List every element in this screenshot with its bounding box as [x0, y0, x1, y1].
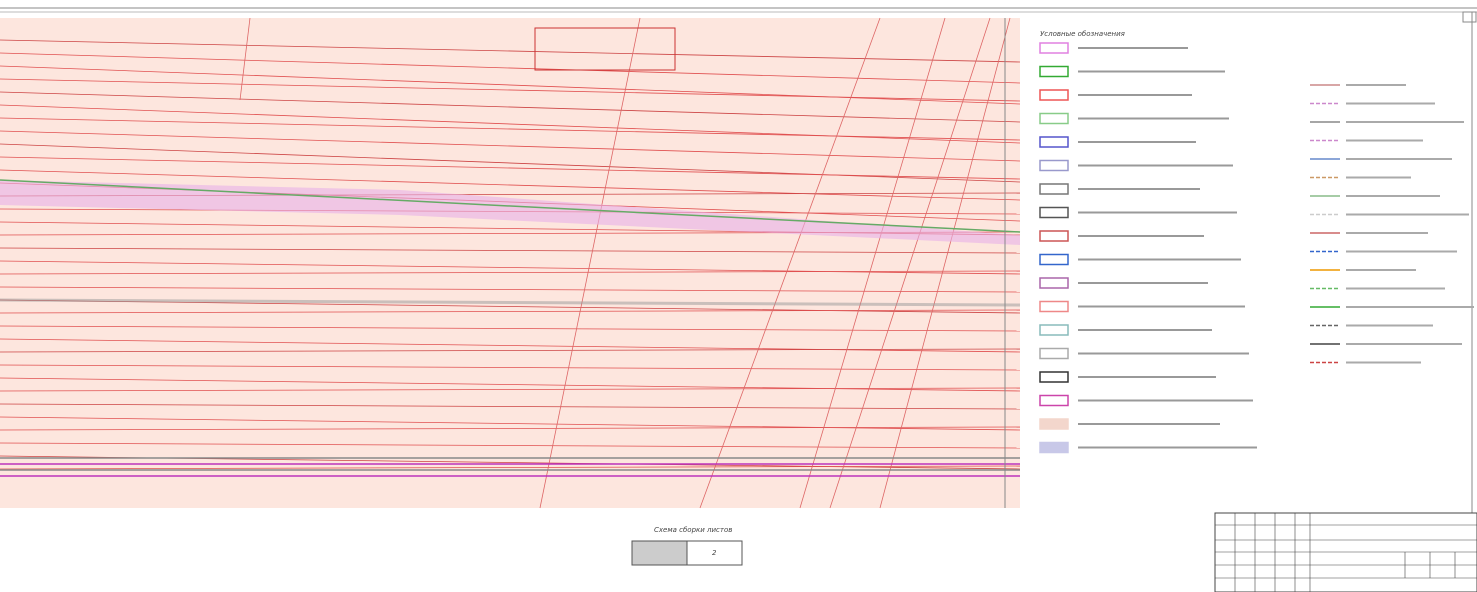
- boundary-line: [0, 426, 1021, 431]
- legend-swatch: [1039, 65, 1069, 78]
- boundary-line: [0, 403, 1021, 410]
- green-line: [0, 179, 1021, 233]
- legend-swatch: [1039, 324, 1069, 336]
- sheet-number: 2: [712, 549, 717, 557]
- boundary-line: [0, 130, 1021, 162]
- boundary-line: [0, 309, 1021, 314]
- legend-swatch: [1039, 42, 1069, 54]
- title-block: [1214, 512, 1477, 592]
- close-mark: [1462, 11, 1477, 23]
- diagonal-line: [539, 17, 641, 509]
- legend-swatch: [1039, 418, 1069, 430]
- boundary-line: [0, 78, 1021, 102]
- diagonal-line: [879, 17, 1011, 509]
- corridor: [0, 180, 1020, 245]
- legend-swatch: [1039, 159, 1069, 172]
- legend-swatch: [1039, 441, 1069, 454]
- sheet-scheme-cell: [631, 540, 688, 566]
- sheet-scheme-title: Схема сборки листов: [654, 526, 732, 534]
- boundary-line: [0, 117, 1021, 141]
- legend-swatch: [1039, 112, 1069, 125]
- boundary-line: [0, 156, 1021, 180]
- legend-swatch: [1039, 253, 1069, 266]
- diagonal-line: [699, 17, 881, 509]
- boundary-line: [0, 169, 1021, 201]
- diagonal-line: [239, 17, 251, 101]
- boundary-line: [0, 465, 1021, 470]
- legend-swatch: [1039, 277, 1069, 289]
- boundary-line: [0, 325, 1021, 332]
- legend-swatch: [1039, 89, 1069, 101]
- legend-swatch: [1039, 230, 1069, 242]
- boundary-line: [0, 348, 1021, 353]
- boundary-line: [0, 387, 1021, 392]
- boundary-line: [0, 52, 1021, 84]
- legend-swatch: [1039, 183, 1069, 195]
- legend-secondary: [1310, 84, 1474, 364]
- legend-swatch: [1039, 347, 1069, 360]
- boundary-line: [0, 91, 1021, 123]
- map-lines: [0, 17, 1021, 509]
- legend-swatch: [1039, 136, 1069, 148]
- legend-swatch: [1039, 206, 1069, 219]
- legend-swatch: [1039, 300, 1069, 313]
- legend: [1039, 42, 1257, 454]
- building: [534, 27, 676, 71]
- legend-swatch: [1039, 394, 1069, 407]
- boundary-line: [0, 286, 1021, 293]
- legend-title: Условные обозначения: [1040, 30, 1125, 38]
- diagonal-line: [829, 17, 991, 509]
- boundary-line: [0, 39, 1021, 63]
- diagonal-line: [799, 17, 946, 509]
- boundary-line: [0, 270, 1021, 275]
- boundary-line: [0, 247, 1021, 254]
- gray-band: [0, 298, 1021, 307]
- boundary-line: [0, 364, 1021, 371]
- legend-swatch: [1039, 371, 1069, 383]
